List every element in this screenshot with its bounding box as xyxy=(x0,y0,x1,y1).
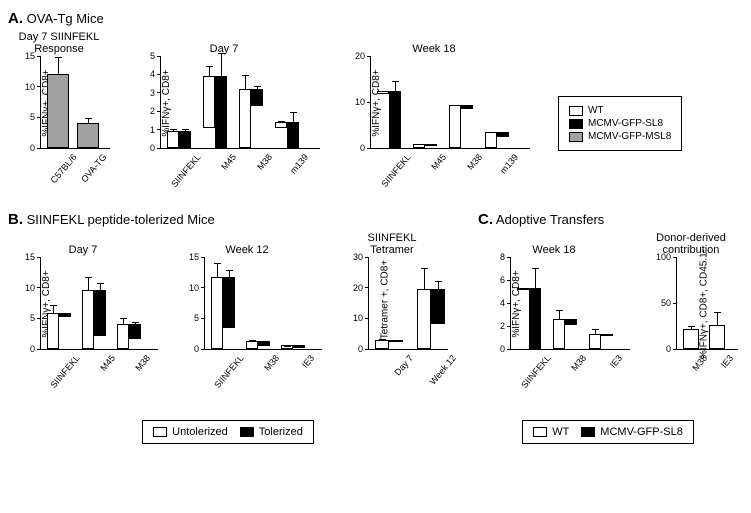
bar xyxy=(377,91,389,95)
bar xyxy=(683,329,699,349)
bar xyxy=(203,76,215,128)
chart-c-donor: Donor-derivedcontribution%IFNγ+, CD8+, C… xyxy=(644,232,738,382)
bar xyxy=(389,91,401,149)
legend-item: WT xyxy=(569,105,671,116)
bar xyxy=(258,341,270,346)
chart-title: Week 12 xyxy=(225,244,268,256)
panel-c-title: C. Adoptive Transfers xyxy=(478,211,738,228)
legend-label: Tolerized xyxy=(259,426,303,438)
bar xyxy=(709,325,725,349)
legend-label: WT xyxy=(552,426,569,438)
bar xyxy=(215,76,227,148)
bar xyxy=(47,313,59,349)
bar xyxy=(553,319,565,349)
legend-item: MCMV-GFP-MSL8 xyxy=(569,131,671,142)
panel-b-title: B. SIINFEKL peptide-tolerized Mice xyxy=(8,211,448,228)
bar xyxy=(129,324,141,338)
bar xyxy=(251,89,263,106)
bar xyxy=(239,89,251,148)
chart-a-mid: Day 7%IFNγ+, CD8+012345SIINFEKLM45M38m13… xyxy=(128,43,320,181)
chart-b-wk12: Week 12051015SIINFEKLM38IE3 xyxy=(172,244,322,382)
bar xyxy=(94,290,106,335)
bar xyxy=(246,341,258,349)
legend-item: MCMV-GFP-SL8 xyxy=(581,426,683,438)
bar xyxy=(275,122,287,128)
bar xyxy=(59,313,71,316)
bar xyxy=(529,288,541,349)
panel-a: A. OVA-Tg Mice Day 7 SIINFEKLResponse%IF… xyxy=(8,10,743,181)
bar xyxy=(417,289,431,349)
legend-swatch xyxy=(533,427,547,437)
bar xyxy=(485,132,497,148)
legend-a: WT MCMV-GFP-SL8 MCMV-GFP-MSL8 xyxy=(558,96,682,151)
bar xyxy=(413,144,425,148)
bar xyxy=(565,319,577,325)
bar xyxy=(449,105,461,148)
bar xyxy=(77,123,99,148)
panel-c: C. Adoptive Transfers Week 18%IFNγ+, CD8… xyxy=(478,209,738,444)
legend-item: WT xyxy=(533,426,569,438)
bar xyxy=(287,122,299,148)
legend-b: Untolerized Tolerized xyxy=(142,420,314,444)
legend-item: Untolerized xyxy=(153,426,228,438)
bar xyxy=(517,288,529,290)
legend-label: Untolerized xyxy=(172,426,228,438)
bar xyxy=(281,345,293,349)
legend-swatch xyxy=(581,427,595,437)
bar xyxy=(82,290,94,349)
bar xyxy=(389,340,403,342)
bar xyxy=(167,131,179,148)
panel-b: B. SIINFEKL peptide-tolerized Mice Day 7… xyxy=(8,209,448,444)
legend-label: MCMV-GFP-SL8 xyxy=(600,426,683,438)
legend-label: WT xyxy=(588,105,604,116)
legend-item: MCMV-GFP-SL8 xyxy=(569,118,671,129)
chart-title: Week 18 xyxy=(412,43,455,55)
legend-label: MCMV-GFP-MSL8 xyxy=(588,131,671,142)
chart-title: Day 7 xyxy=(69,244,98,256)
bar xyxy=(293,345,305,347)
chart-c-wk18: Week 18%IFNγ+, CD8+02468SIINFEKLM38IE3 xyxy=(478,244,630,382)
chart-a-right: Week 18%IFNγ+, CD8+01020SIINFEKLM45M38m1… xyxy=(338,43,530,181)
bar xyxy=(223,277,235,328)
chart-a-left: Day 7 SIINFEKLResponse%IFNγ+, CD8+051015… xyxy=(8,31,110,181)
legend-swatch xyxy=(569,132,583,142)
bar xyxy=(375,340,389,349)
legend-swatch xyxy=(569,106,583,116)
bar xyxy=(431,289,445,324)
bar xyxy=(497,132,509,137)
bar xyxy=(117,324,129,349)
legend-swatch xyxy=(240,427,254,437)
bar xyxy=(461,105,473,109)
chart-b-tetramer: SIINFEKLTetramer%Tetramer +, CD8+0102030… xyxy=(336,232,448,382)
legend-swatch xyxy=(569,119,583,129)
legend-label: MCMV-GFP-SL8 xyxy=(588,118,663,129)
bar xyxy=(211,277,223,349)
panel-a-title: A. OVA-Tg Mice xyxy=(8,10,743,27)
legend-c: WT MCMV-GFP-SL8 xyxy=(522,420,694,444)
chart-b-day7: Day 7%IFNγ+, CD8+051015SIINFEKLM45M38 xyxy=(8,244,158,382)
bar xyxy=(589,334,601,349)
legend-swatch xyxy=(153,427,167,437)
bar xyxy=(47,74,69,148)
bar xyxy=(601,334,613,336)
chart-title: Week 18 xyxy=(532,244,575,256)
chart-title: SIINFEKLTetramer xyxy=(368,232,417,256)
legend-item: Tolerized xyxy=(240,426,303,438)
bar xyxy=(425,144,437,146)
bar xyxy=(179,131,191,148)
